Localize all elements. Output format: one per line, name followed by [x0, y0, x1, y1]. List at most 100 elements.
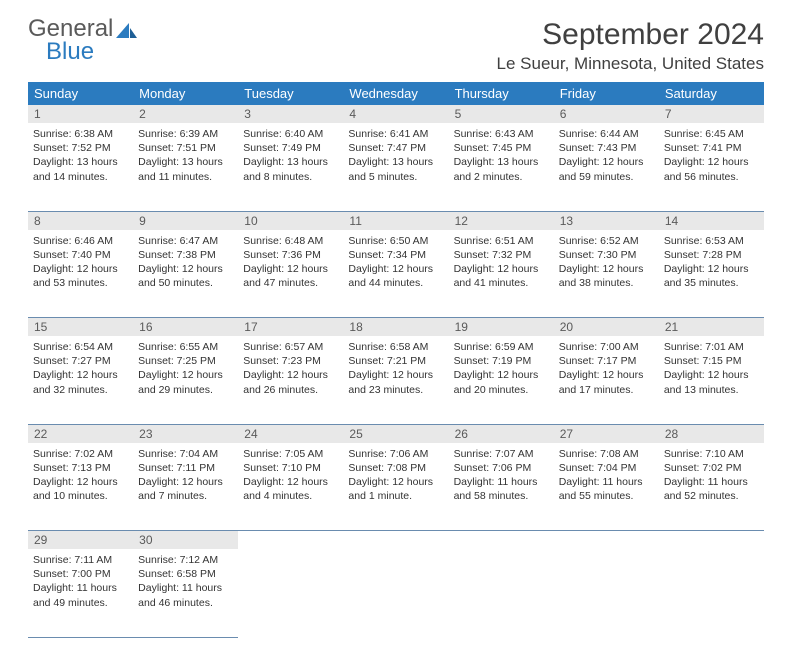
sunset-line: Sunset: 7:47 PM [348, 141, 443, 155]
sunrise-line: Sunrise: 6:53 AM [664, 234, 759, 248]
day-cell: Sunrise: 6:58 AMSunset: 7:21 PMDaylight:… [343, 336, 448, 424]
sunset-line: Sunset: 7:25 PM [138, 354, 233, 368]
day-cell: Sunrise: 7:01 AMSunset: 7:15 PMDaylight:… [659, 336, 764, 424]
daynum-cell: 8 [28, 211, 133, 230]
sunrise-line: Sunrise: 6:46 AM [33, 234, 128, 248]
sunrise-line: Sunrise: 7:10 AM [664, 447, 759, 461]
daynum-row: 15161718192021 [28, 318, 764, 337]
sunrise-line: Sunrise: 7:04 AM [138, 447, 233, 461]
sunrise-line: Sunrise: 6:40 AM [243, 127, 338, 141]
sunset-line: Sunset: 7:41 PM [664, 141, 759, 155]
day-cell [238, 549, 343, 637]
logo: General Blue [28, 18, 139, 64]
day-cell: Sunrise: 6:45 AMSunset: 7:41 PMDaylight:… [659, 123, 764, 211]
daylight-line: Daylight: 13 hours and 14 minutes. [33, 155, 128, 183]
daylight-line: Daylight: 12 hours and 10 minutes. [33, 475, 128, 503]
sunrise-line: Sunrise: 6:54 AM [33, 340, 128, 354]
sunrise-line: Sunrise: 6:55 AM [138, 340, 233, 354]
sunrise-line: Sunrise: 6:47 AM [138, 234, 233, 248]
month-title: September 2024 [497, 18, 764, 52]
daylight-line: Daylight: 12 hours and 53 minutes. [33, 262, 128, 290]
sunset-line: Sunset: 7:30 PM [559, 248, 654, 262]
daynum-cell: 25 [343, 424, 448, 443]
daynum-cell: 13 [554, 211, 659, 230]
sunset-line: Sunset: 7:49 PM [243, 141, 338, 155]
day-cell [343, 549, 448, 637]
daylight-line: Daylight: 12 hours and 29 minutes. [138, 368, 233, 396]
sunset-line: Sunset: 7:52 PM [33, 141, 128, 155]
daylight-line: Daylight: 12 hours and 47 minutes. [243, 262, 338, 290]
dayhead-tue: Tuesday [238, 82, 343, 105]
daylight-line: Daylight: 12 hours and 23 minutes. [348, 368, 443, 396]
daynum-cell: 16 [133, 318, 238, 337]
content-row: Sunrise: 6:38 AMSunset: 7:52 PMDaylight:… [28, 123, 764, 211]
daylight-line: Daylight: 11 hours and 49 minutes. [33, 581, 128, 609]
sunset-line: Sunset: 7:23 PM [243, 354, 338, 368]
daylight-line: Daylight: 13 hours and 2 minutes. [454, 155, 549, 183]
sunrise-line: Sunrise: 7:06 AM [348, 447, 443, 461]
sunset-line: Sunset: 7:34 PM [348, 248, 443, 262]
daynum-cell: 10 [238, 211, 343, 230]
day-cell: Sunrise: 7:02 AMSunset: 7:13 PMDaylight:… [28, 443, 133, 531]
daynum-cell [554, 531, 659, 550]
daynum-cell: 6 [554, 105, 659, 123]
day-cell: Sunrise: 6:50 AMSunset: 7:34 PMDaylight:… [343, 230, 448, 318]
daynum-cell: 22 [28, 424, 133, 443]
daylight-line: Daylight: 13 hours and 5 minutes. [348, 155, 443, 183]
day-cell: Sunrise: 6:53 AMSunset: 7:28 PMDaylight:… [659, 230, 764, 318]
daylight-line: Daylight: 13 hours and 8 minutes. [243, 155, 338, 183]
sunrise-line: Sunrise: 6:38 AM [33, 127, 128, 141]
sunrise-line: Sunrise: 6:51 AM [454, 234, 549, 248]
day-cell: Sunrise: 6:43 AMSunset: 7:45 PMDaylight:… [449, 123, 554, 211]
day-cell: Sunrise: 7:00 AMSunset: 7:17 PMDaylight:… [554, 336, 659, 424]
daynum-cell: 5 [449, 105, 554, 123]
sunrise-line: Sunrise: 6:39 AM [138, 127, 233, 141]
day-cell: Sunrise: 6:41 AMSunset: 7:47 PMDaylight:… [343, 123, 448, 211]
content-row: Sunrise: 6:54 AMSunset: 7:27 PM Daylight:… [28, 336, 764, 424]
daynum-cell: 3 [238, 105, 343, 123]
content-row: Sunrise: 7:02 AMSunset: 7:13 PMDaylight:… [28, 443, 764, 531]
daynum-cell: 9 [133, 211, 238, 230]
daylight-line: Daylight: 12 hours and 50 minutes. [138, 262, 233, 290]
calendar-table: Sunday Monday Tuesday Wednesday Thursday… [28, 82, 764, 638]
sunrise-line: Sunrise: 6:58 AM [348, 340, 443, 354]
daynum-cell [449, 531, 554, 550]
daylight-line: Daylight: 12 hours and 44 minutes. [348, 262, 443, 290]
sunset-line: Sunset: 7:04 PM [559, 461, 654, 475]
day-cell: Sunrise: 6:57 AMSunset: 7:23 PMDaylight:… [238, 336, 343, 424]
sunset-line: Sunset: 7:32 PM [454, 248, 549, 262]
logo-sail-icon [115, 21, 139, 39]
daynum-cell: 27 [554, 424, 659, 443]
day-cell: Sunrise: 7:08 AMSunset: 7:04 PMDaylight:… [554, 443, 659, 531]
day-cell: Sunrise: 7:04 AMSunset: 7:11 PMDaylight:… [133, 443, 238, 531]
sunset-line: Sunset: 7:21 PM [348, 354, 443, 368]
sunrise-line: Sunrise: 6:44 AM [559, 127, 654, 141]
sunrise-line: Sunrise: 7:00 AM [559, 340, 654, 354]
sunset-line: Sunset: 7:10 PM [243, 461, 338, 475]
day-cell: Sunrise: 6:52 AMSunset: 7:30 PMDaylight:… [554, 230, 659, 318]
sunset-line: Sunset: 7:51 PM [138, 141, 233, 155]
daylight-line: Daylight: 12 hours and 59 minutes. [559, 155, 654, 183]
daylight-line: Daylight: 12 hours and 4 minutes. [243, 475, 338, 503]
daynum-cell: 15 [28, 318, 133, 337]
dayhead-sat: Saturday [659, 82, 764, 105]
daynum-cell: 21 [659, 318, 764, 337]
sunset-line: Sunset: 7:19 PM [454, 354, 549, 368]
sunset-line: Sunset: 7:13 PM [33, 461, 128, 475]
sunset-line: Sunset: 7:40 PM [33, 248, 128, 262]
day-cell: Sunrise: 6:44 AMSunset: 7:43 PMDaylight:… [554, 123, 659, 211]
day-cell [449, 549, 554, 637]
sunrise-line: Sunrise: 6:48 AM [243, 234, 338, 248]
daynum-cell: 24 [238, 424, 343, 443]
sunrise-line: Sunrise: 7:01 AM [664, 340, 759, 354]
sunset-line: Sunset: 7:08 PM [348, 461, 443, 475]
sunrise-line: Sunrise: 6:45 AM [664, 127, 759, 141]
dayhead-sun: Sunday [28, 82, 133, 105]
daylight-line: Daylight: 12 hours and 7 minutes. [138, 475, 233, 503]
sunset-line: Sunset: 7:17 PM [559, 354, 654, 368]
day-cell: Sunrise: 6:38 AMSunset: 7:52 PMDaylight:… [28, 123, 133, 211]
day-cell: Sunrise: 6:48 AMSunset: 7:36 PMDaylight:… [238, 230, 343, 318]
dayhead-wed: Wednesday [343, 82, 448, 105]
sunrise-line: Sunrise: 7:12 AM [138, 553, 233, 567]
sunset-line: Sunset: 7:27 PM [33, 354, 128, 368]
